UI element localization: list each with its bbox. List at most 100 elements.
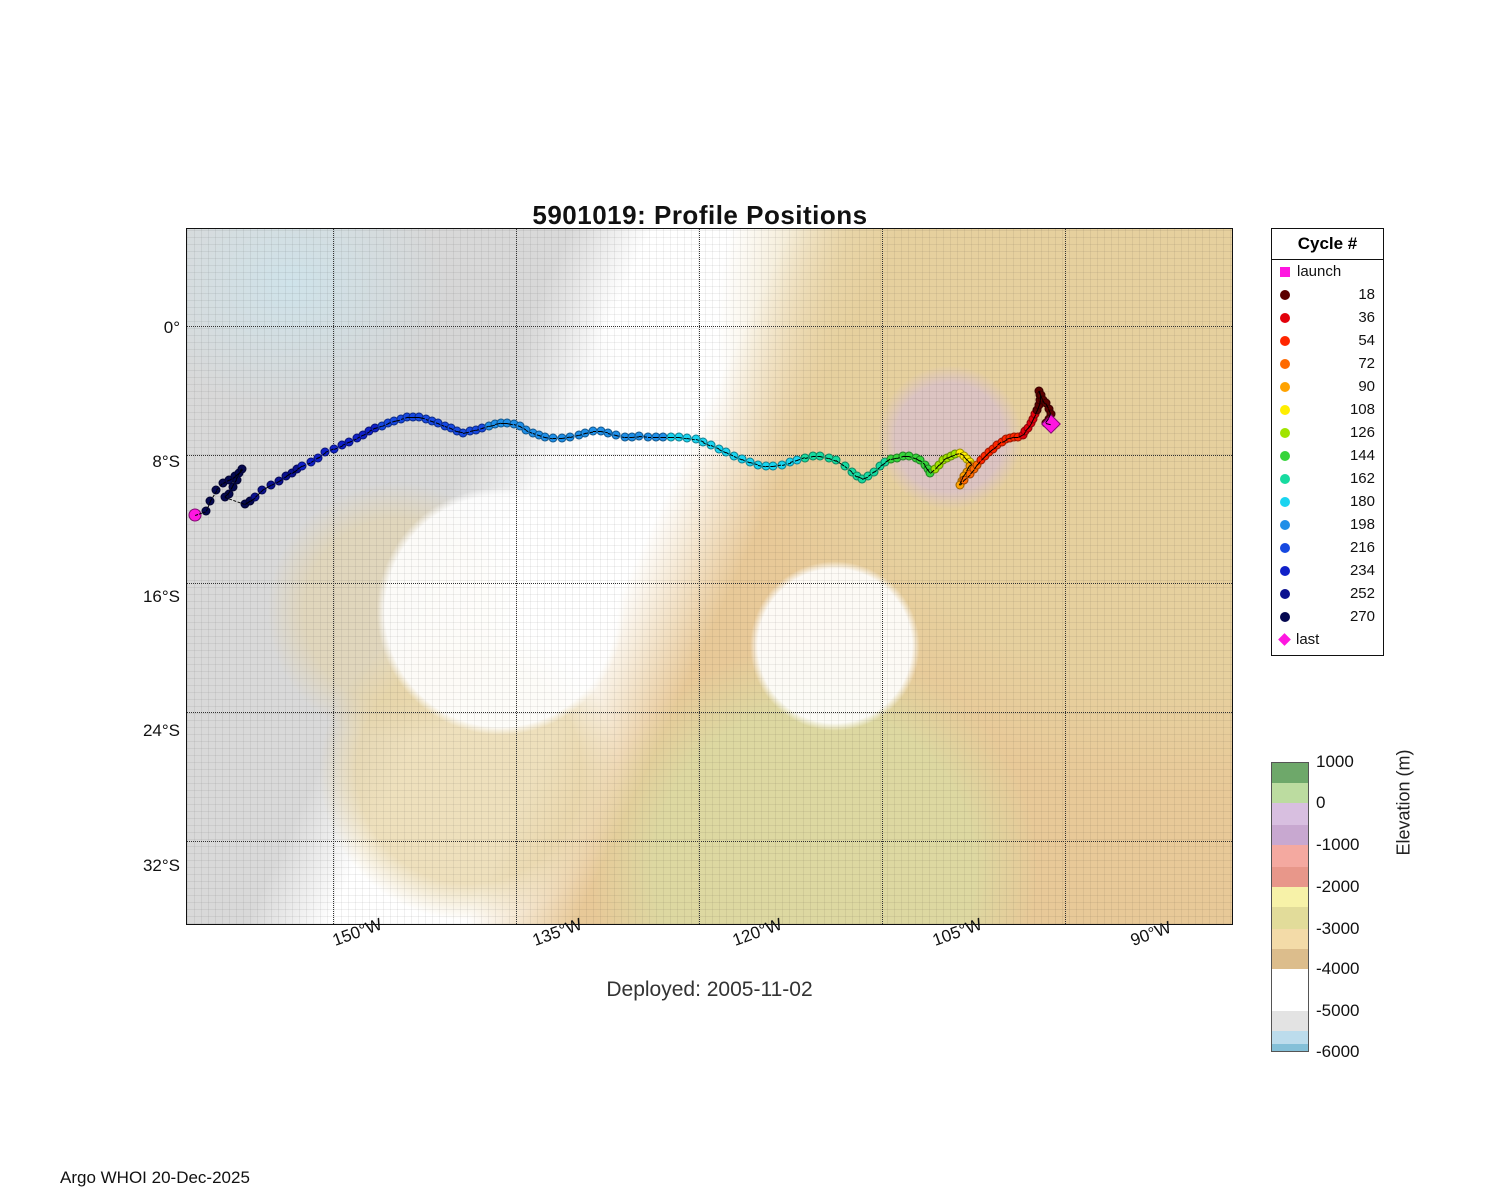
- track-connector-line: [625, 437, 632, 438]
- gridline-90w: [1065, 229, 1066, 924]
- colorbar-segment: [1272, 783, 1308, 803]
- legend-item-90[interactable]: 90: [1272, 375, 1383, 398]
- legend-swatch-234: [1280, 566, 1290, 576]
- legend-item-144[interactable]: 144: [1272, 444, 1383, 467]
- legend-swatch-36: [1280, 313, 1290, 323]
- cycle-legend[interactable]: Cycle # launch 18 36 54 72 90 108 126 144 162 180 1…: [1271, 228, 1384, 656]
- legend-label-18: 18: [1297, 286, 1375, 303]
- colorbar-segment: [1272, 907, 1308, 929]
- track-connector-line: [671, 437, 679, 438]
- footer-credit: Argo WHOI 20-Dec-2025: [60, 1168, 250, 1188]
- track-connector-line: [413, 417, 419, 418]
- legend-item-72[interactable]: 72: [1272, 352, 1383, 375]
- track-connector-line: [648, 437, 656, 438]
- legend-item-108[interactable]: 108: [1272, 398, 1383, 421]
- gridline-16s: [187, 583, 1232, 584]
- legend-label-198: 198: [1297, 516, 1375, 533]
- legend-label-36: 36: [1297, 309, 1375, 326]
- legend-item-126[interactable]: 126: [1272, 421, 1383, 444]
- legend-label-90: 90: [1297, 378, 1375, 395]
- legend-swatch-54: [1280, 336, 1290, 346]
- legend-item-54[interactable]: 54: [1272, 329, 1383, 352]
- deployed-date-label: Deployed: 2005-11-02: [186, 978, 1233, 1002]
- colorbar-segment: [1272, 887, 1308, 907]
- ytick-8s: 8°S: [120, 452, 180, 472]
- colorbar-segment: [1272, 1044, 1308, 1051]
- legend-item-198[interactable]: 198: [1272, 513, 1383, 536]
- legend-swatch-launch: [1280, 267, 1290, 277]
- track-connector-line: [766, 466, 773, 467]
- track-connector-line: [663, 437, 670, 438]
- legend-swatch-126: [1280, 428, 1290, 438]
- colorbar-segment: [1272, 825, 1308, 845]
- colorbar-tick--6000: -6000: [1316, 1042, 1359, 1062]
- legend-item-36[interactable]: 36: [1272, 306, 1383, 329]
- colorbar-segment: [1272, 803, 1308, 825]
- legend-label-270: 270: [1297, 608, 1375, 625]
- track-connector-line: [1014, 437, 1018, 438]
- gridline-8s: [187, 455, 1232, 456]
- contour-texture: [187, 229, 1232, 924]
- track-connector-line: [553, 438, 561, 439]
- colorbar-segment: [1272, 1011, 1308, 1031]
- legend-swatch-108: [1280, 405, 1290, 415]
- colorbar-segment: [1272, 949, 1308, 969]
- legend-label-126: 126: [1297, 424, 1375, 441]
- colorbar-label: Elevation (m): [1394, 749, 1415, 855]
- colorbar-tick-0: 0: [1316, 793, 1325, 813]
- legend-label-144: 144: [1297, 447, 1375, 464]
- legend-item-252[interactable]: 252: [1272, 582, 1383, 605]
- legend-swatch-252: [1280, 589, 1290, 599]
- legend-title: Cycle #: [1272, 229, 1383, 260]
- legend-swatch-18: [1280, 290, 1290, 300]
- legend-swatch-198: [1280, 520, 1290, 530]
- colorbar-segment: [1272, 929, 1308, 949]
- legend-swatch-72: [1280, 359, 1290, 369]
- legend-swatch-90: [1280, 382, 1290, 392]
- legend-item-162[interactable]: 162: [1272, 467, 1383, 490]
- legend-item-234[interactable]: 234: [1272, 559, 1383, 582]
- gridline-24s: [187, 712, 1232, 713]
- elevation-colorbar[interactable]: [1271, 762, 1309, 1052]
- legend-item-180[interactable]: 180: [1272, 490, 1383, 513]
- legend-swatch-216: [1280, 543, 1290, 553]
- gridline-120w: [699, 229, 700, 924]
- track-connector-line: [656, 437, 663, 438]
- legend-label-launch: launch: [1297, 263, 1375, 280]
- legend-swatch-last: [1278, 633, 1291, 646]
- legend-label-108: 108: [1297, 401, 1375, 418]
- colorbar-tick--5000: -5000: [1316, 1001, 1359, 1021]
- colorbar-tick--2000: -2000: [1316, 877, 1359, 897]
- legend-swatch-180: [1280, 497, 1290, 507]
- colorbar-tick--1000: -1000: [1316, 835, 1359, 855]
- legend-label-234: 234: [1297, 562, 1375, 579]
- map-plot-area: [186, 228, 1233, 925]
- track-connector-line: [501, 423, 507, 424]
- gridline-105w: [882, 229, 883, 924]
- page-title: 5901019: Profile Positions: [150, 200, 1250, 231]
- colorbar-segment: [1272, 1031, 1308, 1044]
- colorbar-tick-1000: 1000: [1316, 752, 1354, 772]
- legend-item-last[interactable]: last: [1272, 628, 1383, 651]
- legend-item-270[interactable]: 270: [1272, 605, 1383, 628]
- colorbar-tick--3000: -3000: [1316, 919, 1359, 939]
- track-connector-line: [593, 431, 600, 432]
- gridline-0deg: [187, 326, 1232, 327]
- legend-swatch-270: [1280, 612, 1290, 622]
- legend-label-180: 180: [1297, 493, 1375, 510]
- legend-label-252: 252: [1297, 585, 1375, 602]
- legend-label-162: 162: [1297, 470, 1375, 487]
- legend-swatch-162: [1280, 474, 1290, 484]
- gridline-150w: [333, 229, 334, 924]
- gridline-135w: [516, 229, 517, 924]
- colorbar-tick--4000: -4000: [1316, 959, 1359, 979]
- ytick-24s: 24°S: [120, 721, 180, 741]
- legend-swatch-144: [1280, 451, 1290, 461]
- legend-item-launch[interactable]: launch: [1272, 260, 1383, 283]
- ytick-16s: 16°S: [120, 587, 180, 607]
- legend-label-last: last: [1296, 631, 1375, 648]
- legend-label-72: 72: [1297, 355, 1375, 372]
- legend-item-18[interactable]: 18: [1272, 283, 1383, 306]
- ytick-32s: 32°S: [120, 856, 180, 876]
- legend-item-216[interactable]: 216: [1272, 536, 1383, 559]
